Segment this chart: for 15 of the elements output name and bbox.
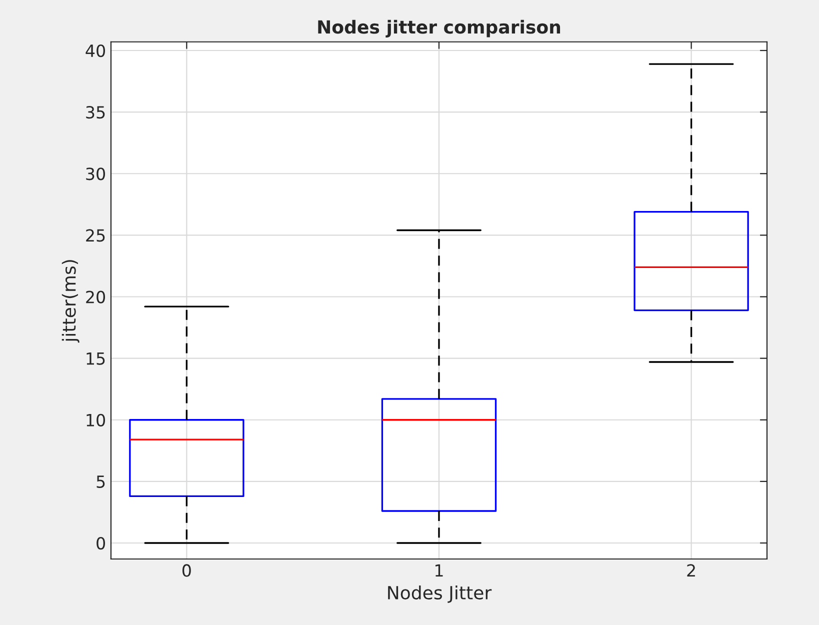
x-tick-label: 2 [687, 564, 695, 577]
x-tick-label: 0 [182, 564, 191, 577]
y-tick-label: 20 [86, 290, 106, 304]
x-tick-label: 1 [436, 564, 443, 577]
y-tick-label: 35 [86, 106, 105, 119]
y-tick-label: 5 [96, 476, 105, 488]
chart-title: Nodes jitter comparison [318, 20, 560, 38]
y-tick-label: 10 [86, 414, 106, 426]
y-tick-label: 30 [86, 168, 106, 180]
y-tick-label: 15 [86, 352, 105, 365]
y-tick-label: 25 [86, 229, 105, 242]
y-tick-label: 40 [86, 44, 106, 58]
y-axis-title: jitter(ms) [62, 260, 80, 343]
y-tick-label: 0 [96, 536, 106, 550]
x-axis-title: Nodes Jitter [388, 586, 492, 603]
